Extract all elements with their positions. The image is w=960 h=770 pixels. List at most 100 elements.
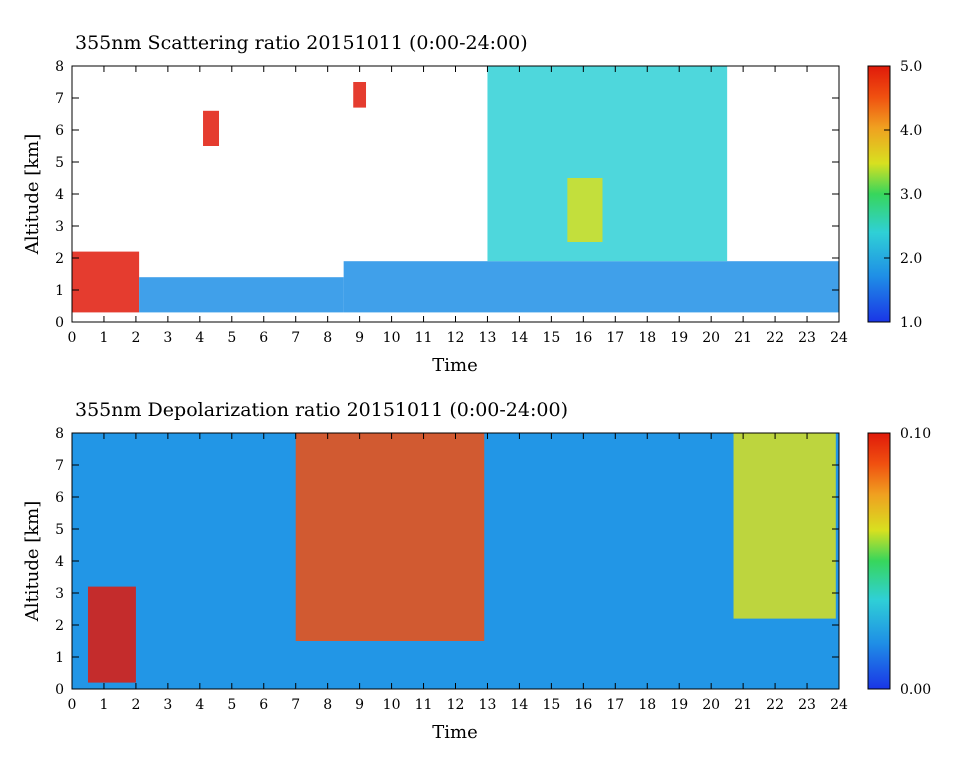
scattering-y-tick-label: 7 bbox=[55, 91, 64, 107]
scattering-x-tick-label: 6 bbox=[259, 330, 268, 346]
depolarization-x-tick-label: 14 bbox=[511, 697, 529, 713]
scattering-x-tick-label: 8 bbox=[323, 330, 332, 346]
depolarization-x-axis: 0 1 2 3 4 5 6 7 8 9 10 11 12 13 14 15 16 17 18 19 20 21 22 23 24 bbox=[68, 433, 848, 713]
depolarization-x-tick-label: 21 bbox=[734, 697, 752, 713]
scattering-x-tick-label: 18 bbox=[638, 330, 656, 346]
scattering-y-tick-label: 3 bbox=[55, 219, 64, 235]
depolarization-x-tick-label: 22 bbox=[766, 697, 784, 713]
depolarization-y-tick-label: 2 bbox=[55, 618, 64, 634]
scattering-x-tick-label: 20 bbox=[702, 330, 720, 346]
scattering-y-tick-label: 1 bbox=[55, 283, 64, 299]
scattering-data-regions bbox=[72, 66, 839, 313]
depolarization-y-tick-label: 5 bbox=[55, 522, 64, 538]
scattering-colorbar-tick-label: 5.0 bbox=[900, 59, 922, 75]
depolarization-y-tick-label: 3 bbox=[55, 586, 64, 602]
depolarization-x-tick-label: 1 bbox=[99, 697, 108, 713]
scattering-x-tick-label: 7 bbox=[291, 330, 300, 346]
scattering-colorbar: 1.0 2.0 3.0 4.0 5.0 bbox=[867, 59, 922, 331]
scattering-x-tick-label: 2 bbox=[131, 330, 140, 346]
scattering-y-axis-label: Altitude [km] bbox=[22, 134, 43, 256]
scattering-x-axis: 0 1 2 3 4 5 6 7 8 9 10 11 12 13 14 15 16 17 18 19 20 21 22 23 24 bbox=[68, 66, 848, 346]
scattering-region-6 bbox=[567, 178, 603, 242]
scattering-x-tick-label: 13 bbox=[479, 330, 497, 346]
depolarization-plot-area: 0 1 2 3 4 5 6 7 8 9 10 11 12 13 14 15 16 17 18 19 20 21 22 23 24… bbox=[55, 426, 848, 713]
scattering-y-tick-label: 2 bbox=[55, 251, 64, 267]
scattering-title: 355nm Scattering ratio 20151011 (0:00-24… bbox=[75, 32, 528, 54]
scattering-region-2 bbox=[343, 261, 839, 313]
depolarization-x-tick-label: 2 bbox=[131, 697, 140, 713]
depolarization-colorbar-gradient bbox=[867, 432, 891, 690]
scattering-x-tick-label: 17 bbox=[606, 330, 624, 346]
scattering-y-tick-label: 0 bbox=[55, 315, 64, 331]
scattering-x-tick-label: 5 bbox=[227, 330, 236, 346]
depolarization-colorbar-tick-label: 0.00 bbox=[900, 682, 931, 698]
depolarization-x-tick-label: 23 bbox=[798, 697, 816, 713]
scattering-x-tick-label: 3 bbox=[163, 330, 172, 346]
scattering-x-tick-label: 15 bbox=[542, 330, 560, 346]
scattering-x-tick-label: 0 bbox=[68, 330, 77, 346]
depolarization-y-tick-label: 0 bbox=[55, 682, 64, 698]
depolarization-x-tick-label: 18 bbox=[638, 697, 656, 713]
scattering-x-tick-label: 9 bbox=[355, 330, 364, 346]
depolarization-x-tick-label: 5 bbox=[227, 697, 236, 713]
scattering-x-tick-label: 21 bbox=[734, 330, 752, 346]
scattering-panel: 355nm Scattering ratio 20151011 (0:00-24… bbox=[22, 32, 922, 376]
scattering-y-tick-label: 5 bbox=[55, 155, 64, 171]
depolarization-x-tick-label: 19 bbox=[670, 697, 688, 713]
scattering-region-1 bbox=[139, 277, 344, 313]
depolarization-x-tick-label: 7 bbox=[291, 697, 300, 713]
scattering-region-4 bbox=[353, 82, 367, 108]
scattering-x-tick-label: 10 bbox=[383, 330, 401, 346]
depolarization-x-tick-label: 24 bbox=[830, 697, 848, 713]
scattering-x-tick-label: 22 bbox=[766, 330, 784, 346]
depolarization-title: 355nm Depolarization ratio 20151011 (0:0… bbox=[75, 399, 568, 421]
depolarization-x-tick-label: 0 bbox=[68, 697, 77, 713]
scattering-x-tick-label: 11 bbox=[415, 330, 433, 346]
scattering-colorbar-tick-label: 3.0 bbox=[900, 187, 922, 203]
depolarization-x-tick-label: 15 bbox=[542, 697, 560, 713]
scattering-region-0 bbox=[72, 251, 140, 313]
scattering-y-axis: 0 1 2 3 4 5 6 7 8 bbox=[55, 59, 839, 331]
depolarization-x-tick-label: 10 bbox=[383, 697, 401, 713]
scattering-x-tick-label: 12 bbox=[447, 330, 465, 346]
scattering-region-5 bbox=[487, 66, 728, 262]
depolarization-y-tick-label: 4 bbox=[55, 554, 64, 570]
scattering-colorbar-tick-label: 2.0 bbox=[900, 251, 922, 267]
depolarization-x-tick-label: 17 bbox=[606, 697, 624, 713]
scattering-x-tick-label: 14 bbox=[511, 330, 529, 346]
scattering-colorbar-tick-label: 4.0 bbox=[900, 123, 922, 139]
depolarization-x-tick-label: 12 bbox=[447, 697, 465, 713]
depolarization-x-tick-label: 16 bbox=[574, 697, 592, 713]
depolarization-x-tick-label: 20 bbox=[702, 697, 720, 713]
depolarization-colorbar-tick-label: 0.10 bbox=[900, 426, 931, 442]
depolarization-x-tick-label: 9 bbox=[355, 697, 364, 713]
scattering-x-axis-label: Time bbox=[432, 355, 477, 376]
depolarization-colorbar-ticks: 0.00 0.10 bbox=[884, 426, 931, 698]
scattering-x-tick-label: 24 bbox=[830, 330, 848, 346]
scattering-y-tick-label: 6 bbox=[55, 123, 64, 139]
depolarization-x-tick-label: 3 bbox=[163, 697, 172, 713]
scattering-x-tick-label: 1 bbox=[99, 330, 108, 346]
depolarization-x-tick-label: 11 bbox=[415, 697, 433, 713]
depolarization-y-axis: 0 1 2 3 4 5 6 7 8 bbox=[55, 426, 839, 698]
scattering-colorbar-ticks: 1.0 2.0 3.0 4.0 5.0 bbox=[884, 59, 922, 331]
depolarization-y-axis-label: Altitude [km] bbox=[22, 501, 43, 623]
depolarization-x-axis-label: Time bbox=[432, 722, 477, 743]
scattering-x-tick-label: 4 bbox=[195, 330, 204, 346]
scattering-x-tick-label: 23 bbox=[798, 330, 816, 346]
scattering-colorbar-tick-label: 1.0 bbox=[900, 315, 922, 331]
depolarization-region-3 bbox=[733, 433, 836, 619]
depolarization-data-regions bbox=[72, 433, 839, 689]
depolarization-x-tick-label: 4 bbox=[195, 697, 204, 713]
depolarization-y-tick-label: 8 bbox=[55, 426, 64, 442]
scattering-y-tick-label: 4 bbox=[55, 187, 64, 203]
scattering-x-tick-label: 19 bbox=[670, 330, 688, 346]
scattering-x-tick-label: 16 bbox=[574, 330, 592, 346]
depolarization-region-2 bbox=[295, 433, 485, 641]
depolarization-x-tick-label: 6 bbox=[259, 697, 268, 713]
depolarization-x-tick-label: 13 bbox=[479, 697, 497, 713]
scattering-region-3 bbox=[203, 110, 220, 146]
depolarization-colorbar: 0.00 0.10 bbox=[867, 426, 931, 698]
depolarization-region-1 bbox=[87, 586, 136, 683]
